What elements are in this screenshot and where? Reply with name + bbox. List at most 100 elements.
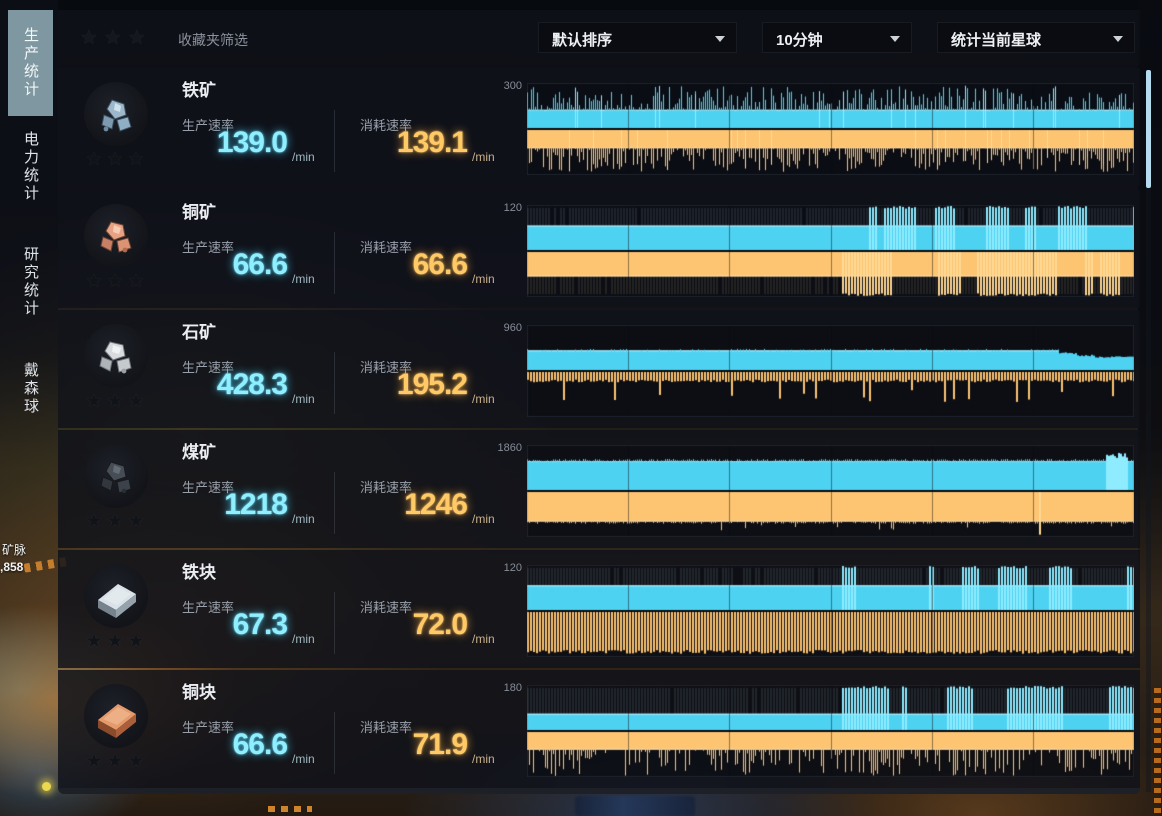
item-name: 煤矿 [182,443,216,462]
chevron-down-icon [715,36,725,42]
scrollbar-thumb[interactable] [1146,70,1151,188]
iron-ore-icon [84,82,148,146]
iron-ingot-icon [84,564,148,628]
production-rate-label: 生产速率 [182,720,235,735]
consumption-rate-unit: /min [472,752,495,766]
star-filter[interactable]: ★★★ [80,27,152,49]
production-consumption-chart[interactable] [527,565,1134,657]
copper-ore-icon [84,204,148,268]
chart-scale-label: 300 [503,80,522,92]
production-rate-label: 生产速率 [182,600,235,615]
chart-scale-label: 1860 [497,442,522,454]
table-row: ★★★ 铜块 生产速率 66.6 /min 消耗速率 71.9 /min 180 [58,670,1140,788]
production-rate-label: 生产速率 [182,240,235,255]
item-name: 铜块 [182,683,216,702]
tab-dyson-sphere[interactable]: 戴森球 [22,362,39,416]
statistics-sidebar: 生产统计 电力统计 研究统计 戴森球 [0,0,58,470]
scope-dropdown[interactable]: 统计当前星球 [937,22,1135,53]
production-consumption-chart[interactable] [527,325,1134,417]
consumption-rate-value: 195.2 [396,368,468,401]
scope-dropdown-value: 统计当前星球 [951,32,1042,49]
scrollbar[interactable] [1146,70,1151,792]
ore-vein-amount: ,858 [0,560,24,574]
production-rate-value: 66.6 [232,728,288,761]
chevron-down-icon [1113,36,1123,42]
consumption-rate-label: 消耗速率 [360,720,413,735]
filter-toolbar: ★★★ 收藏夹筛选 默认排序 10分钟 统计当前星球 [58,10,1140,65]
item-name: 铁块 [182,563,216,582]
column-divider [334,352,335,414]
panel-bottom-edge [58,788,1140,794]
chevron-down-icon [890,36,900,42]
tab-research-statistics[interactable]: 研究统计 [22,246,39,318]
production-rate-value: 66.6 [232,248,288,281]
column-divider [334,592,335,654]
production-consumption-chart[interactable] [527,205,1134,297]
consumption-rate-label: 消耗速率 [360,360,413,375]
production-rate-value: 67.3 [232,608,288,641]
production-rate-label: 生产速率 [182,360,235,375]
consumption-rate-label: 消耗速率 [360,118,413,133]
production-rate-unit: /min [292,512,315,526]
copper-ingot-icon [84,684,148,748]
item-star-rating[interactable]: ★★★ [85,511,149,532]
item-glow-dot [42,782,51,791]
item-name: 石矿 [182,323,216,342]
conveyor-belt-dashes [1154,688,1161,816]
coal-icon [84,444,148,508]
table-row: ★★★ 铁矿 生产速率 139.0 /min 消耗速率 139.1 /min 3… [58,68,1140,186]
table-row: ★★★ 煤矿 生产速率 1218 /min 消耗速率 1246 /min 186… [58,430,1140,548]
conveyor-belt-dashes [268,806,312,812]
chart-scale-label: 960 [503,322,522,334]
consumption-rate-unit: /min [472,150,495,164]
production-rate-unit: /min [292,632,315,646]
production-rate-unit: /min [292,392,315,406]
sort-dropdown-value: 默认排序 [552,32,613,49]
ore-vein-label: 矿脉 [2,543,27,557]
production-rate-unit: /min [292,272,315,286]
chart-scale-label: 120 [503,202,522,214]
table-row: ★★★ 石矿 生产速率 428.3 /min 消耗速率 195.2 /min 9… [58,310,1140,428]
consumption-rate-value: 139.1 [396,126,468,159]
column-divider [334,232,335,294]
item-star-rating[interactable]: ★★★ [85,391,149,412]
sort-dropdown[interactable]: 默认排序 [538,22,737,53]
stone-icon [84,324,148,388]
consumption-rate-unit: /min [472,392,495,406]
consumption-rate-value: 66.6 [412,248,468,281]
consumption-rate-label: 消耗速率 [360,600,413,615]
time-window-dropdown-value: 10分钟 [776,32,823,49]
table-row: ★★★ 铜矿 生产速率 66.6 /min 消耗速率 66.6 /min 120 [58,190,1140,308]
item-star-rating[interactable]: ★★★ [85,271,149,292]
tab-power-statistics[interactable]: 电力统计 [22,131,39,203]
item-star-rating[interactable]: ★★★ [85,751,149,772]
tab-production-statistics[interactable]: 生产统计 [8,10,53,116]
production-rate-label: 生产速率 [182,118,235,133]
item-name: 铜矿 [182,203,216,222]
column-divider [334,712,335,774]
favorites-filter-label: 收藏夹筛选 [178,32,248,48]
consumption-rate-label: 消耗速率 [360,240,413,255]
production-rate-value: 139.0 [216,126,288,159]
item-name: 铁矿 [182,81,216,100]
production-rate-label: 生产速率 [182,480,235,495]
consumption-rate-label: 消耗速率 [360,480,413,495]
consumption-rate-value: 72.0 [412,608,468,641]
factory-machine [575,796,695,816]
consumption-rate-unit: /min [472,632,495,646]
table-row: ★★★ 铁块 生产速率 67.3 /min 消耗速率 72.0 /min 120 [58,550,1140,668]
production-consumption-chart[interactable] [527,445,1134,537]
item-star-rating[interactable]: ★★★ [85,631,149,652]
production-consumption-chart[interactable] [527,685,1134,777]
time-window-dropdown[interactable]: 10分钟 [762,22,912,53]
consumption-rate-unit: /min [472,512,495,526]
item-star-rating[interactable]: ★★★ [85,149,149,170]
production-rate-unit: /min [292,150,315,164]
consumption-rate-value: 1246 [404,488,468,521]
chart-scale-label: 180 [503,682,522,694]
production-consumption-chart[interactable] [527,83,1134,175]
top-dark-strip [0,0,1162,10]
consumption-rate-value: 71.9 [412,728,468,761]
column-divider [334,472,335,534]
